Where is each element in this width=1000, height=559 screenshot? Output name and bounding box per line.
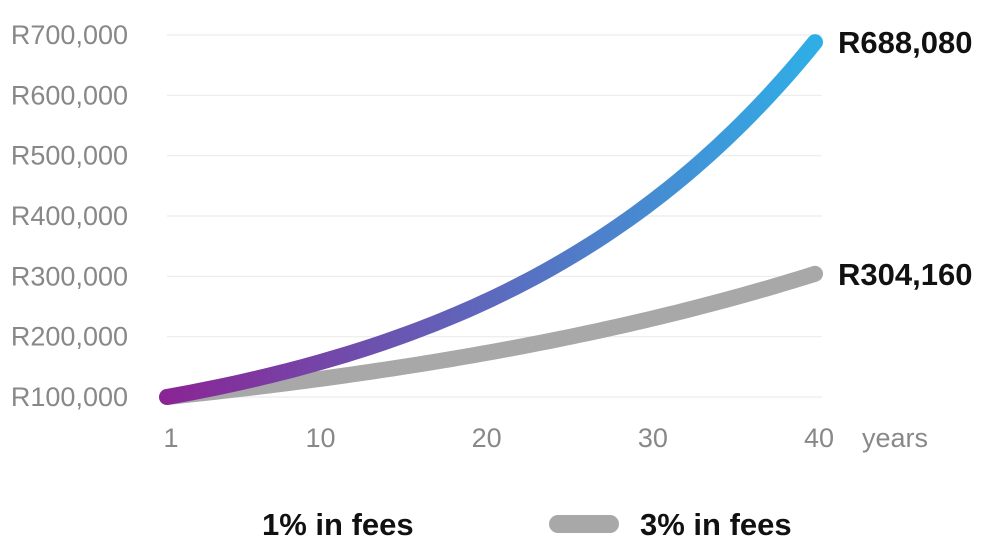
legend: 1% in fees 3% in fees	[171, 507, 792, 542]
y-tick-label: R100,000	[11, 382, 128, 412]
y-axis-tick-labels: R100,000 R200,000 R300,000 R400,000 R500,000…	[11, 20, 128, 412]
y-tick-label: R300,000	[11, 261, 128, 291]
x-tick-label: 1	[163, 423, 178, 453]
x-tick-label: 30	[638, 423, 668, 453]
y-tick-label: R600,000	[11, 80, 128, 110]
y-tick-label: R200,000	[11, 322, 128, 352]
x-tick-label: 10	[306, 423, 336, 453]
legend-label: 3% in fees	[640, 507, 792, 542]
x-tick-label: 20	[472, 423, 502, 453]
series-end-labels: R688,080 R304,160	[838, 25, 972, 292]
series-line-one-percent-fees	[159, 34, 823, 405]
series-line-three-percent-fees	[159, 265, 823, 405]
x-axis-tick-labels: 1 10 20 30 40	[163, 423, 834, 453]
series-end-label: R304,160	[838, 257, 972, 292]
series-lines	[159, 34, 823, 405]
y-tick-label: R700,000	[11, 20, 128, 50]
series-end-label: R688,080	[838, 25, 972, 60]
x-axis-unit-label: years	[862, 423, 928, 453]
y-tick-label: R400,000	[11, 201, 128, 231]
y-tick-label: R500,000	[11, 141, 128, 171]
legend-label: 1% in fees	[262, 507, 414, 542]
x-tick-label: 40	[804, 423, 834, 453]
grid-lines	[167, 34, 822, 398]
